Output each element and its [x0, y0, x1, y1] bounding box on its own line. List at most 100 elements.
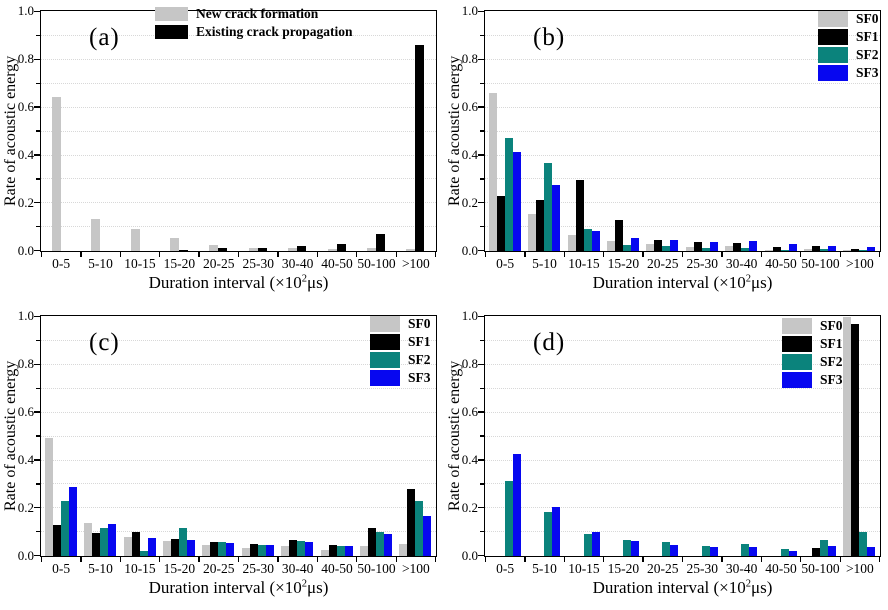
bar-sf2-20-25	[662, 246, 671, 251]
legend-label: SF3	[856, 65, 879, 80]
bar-sf2-10-15	[583, 229, 592, 251]
category-label: >100	[845, 561, 874, 576]
bar-sf3-30-40	[749, 546, 758, 556]
legend-item-sf2: SF2	[370, 352, 431, 368]
y-major-tick	[34, 10, 40, 13]
category-label: 0-5	[496, 561, 515, 576]
x-tick	[198, 557, 200, 562]
x-tick	[198, 252, 200, 257]
x-tick	[760, 252, 763, 257]
bar-sf1-0-5	[496, 195, 505, 251]
bar-new-crack-formation->100	[406, 248, 416, 251]
y-minor-tick	[480, 483, 484, 485]
bar-sf1->100	[407, 489, 416, 556]
y-major-tick	[478, 315, 484, 318]
x-tick	[879, 557, 881, 562]
gridline-0.7	[41, 387, 436, 389]
category-label: 50-100	[357, 561, 396, 576]
y-minor-tick	[480, 82, 484, 84]
y-major-tick	[478, 250, 484, 252]
category-label: 15-20	[607, 561, 640, 576]
category-label: 10-15	[568, 561, 600, 576]
bar-sf1-40-50	[772, 247, 781, 251]
legend-label: SF2	[856, 47, 879, 62]
category-label: 25-30	[242, 256, 274, 271]
plot-area-d: (d)	[484, 315, 881, 557]
category-label: 30-40	[725, 561, 758, 576]
x-tick	[119, 252, 121, 257]
bar-sf2->100	[859, 532, 868, 556]
x-tick	[316, 252, 319, 257]
x-tick	[277, 252, 279, 257]
bar-sf0-40-50	[320, 550, 329, 556]
bar-sf2-15-20	[622, 245, 631, 251]
y-minor-tick	[36, 483, 40, 485]
gridline-0.9	[41, 339, 436, 341]
bar-sf3-10-15	[147, 537, 156, 556]
bar-sf1-50-100	[368, 527, 377, 556]
bar-existing-crack-propagation-15-20	[178, 249, 188, 251]
bar-sf3-40-50	[788, 244, 797, 251]
bar-sf3-5-10	[552, 507, 561, 556]
bar-sf2-50-100	[820, 539, 829, 556]
bar-sf3-10-15	[591, 231, 600, 251]
bar-sf3-40-50	[344, 546, 353, 556]
x-tick	[395, 557, 397, 562]
bar-sf0-15-20	[162, 540, 171, 556]
y-tick-label: 0.0	[461, 547, 478, 563]
y-tick-label: 0.8	[17, 51, 34, 67]
y-tick-label: 0.4	[17, 451, 34, 467]
gridline-0.8	[41, 58, 436, 60]
bar-sf3-20-25	[670, 544, 679, 556]
legend-swatch-teal	[782, 354, 812, 370]
bar-sf2->100	[859, 250, 868, 251]
bar-sf3-50-100	[828, 546, 837, 556]
y-tick-label: 0.6	[17, 404, 34, 420]
bar-sf0-20-25	[646, 243, 655, 251]
category-label: 25-30	[686, 561, 718, 576]
category-label: 5-10	[88, 561, 113, 576]
y-major-tick	[478, 10, 484, 13]
x-tick	[642, 557, 644, 562]
y-tick-label: 0.4	[17, 146, 34, 162]
x-tick	[484, 252, 487, 257]
category-label: 30-40	[725, 256, 758, 271]
x-tick	[524, 252, 526, 257]
gridline-0.4	[485, 154, 880, 156]
bar-sf2-20-25	[218, 542, 227, 556]
x-tick	[800, 557, 802, 562]
legend-swatch-teal	[370, 352, 400, 368]
x-axis-title: Duration interval (×102μs)	[40, 273, 437, 293]
y-minor-tick	[480, 339, 484, 342]
x-axis-title-unit: μs)	[750, 578, 773, 597]
legend-swatch-black	[155, 25, 188, 39]
x-tick	[563, 557, 565, 562]
x-axis-title-text: Duration interval (×10	[592, 578, 746, 597]
y-major-tick	[478, 58, 484, 60]
y-minor-tick	[36, 339, 40, 342]
legend-label: SF0	[408, 316, 431, 331]
category-label: 5-10	[532, 256, 557, 271]
bar-sf1-20-25	[654, 239, 663, 251]
category-label: >100	[401, 561, 430, 576]
x-tick	[435, 557, 437, 562]
category-label: 5-10	[532, 561, 557, 576]
bar-new-crack-formation-30-40	[288, 247, 298, 251]
y-tick-label: 0.6	[17, 99, 34, 115]
y-major-tick	[34, 411, 40, 413]
legend-swatch-gray	[782, 318, 812, 334]
bar-new-crack-formation-0-5	[51, 96, 61, 251]
bar-sf0-15-20	[606, 240, 615, 251]
y-major-tick	[34, 459, 40, 461]
gridline-0.6	[485, 411, 880, 413]
legend-swatch-black	[818, 29, 848, 45]
y-minor-tick	[480, 531, 484, 533]
x-tick	[760, 557, 763, 562]
bar-new-crack-formation-10-15	[130, 229, 140, 251]
y-minor-tick	[36, 226, 40, 228]
bar-existing-crack-propagation-25-30	[257, 247, 267, 251]
gridline-0.2	[41, 507, 436, 509]
legend: SF0 SF1 SF2 SF3	[370, 316, 431, 388]
legend-label: SF3	[408, 370, 431, 385]
gridline-0.4	[41, 459, 436, 461]
